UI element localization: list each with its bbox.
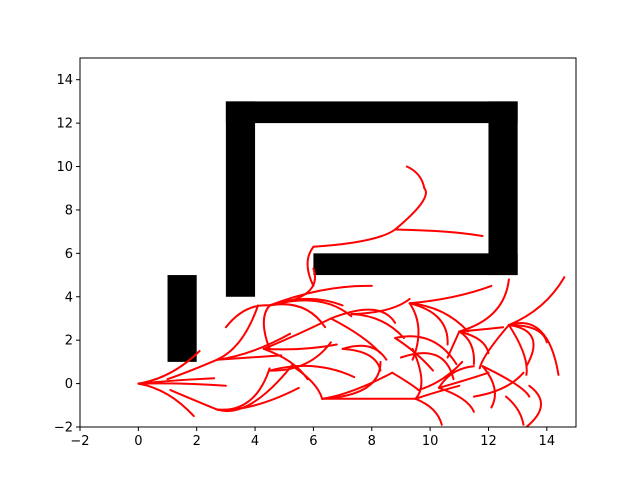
x-tick-label: −2 bbox=[70, 434, 89, 449]
tree-edge-64 bbox=[478, 324, 510, 370]
tree-edge-40 bbox=[408, 284, 493, 305]
tree-edge-23 bbox=[405, 165, 426, 190]
tree-edge-38 bbox=[341, 347, 382, 372]
obstacle-4 bbox=[313, 253, 518, 276]
y-tick-label: 2 bbox=[65, 334, 73, 349]
tree-edge-33 bbox=[329, 308, 397, 324]
tree-edge-37 bbox=[341, 344, 388, 361]
tree-edge-8 bbox=[216, 363, 294, 412]
tree-edge-28 bbox=[268, 341, 332, 372]
y-tick-label: 10 bbox=[56, 160, 73, 175]
tree-edge-27 bbox=[268, 364, 356, 379]
y-tick-label: −2 bbox=[54, 421, 73, 436]
tree-edge-18 bbox=[268, 267, 316, 307]
tree-edge-3 bbox=[137, 382, 195, 418]
tree-edge-51 bbox=[437, 371, 490, 389]
tree-edge-49 bbox=[391, 371, 420, 392]
x-tick-label: 4 bbox=[251, 434, 259, 449]
tree-edge-67 bbox=[525, 384, 542, 427]
tree-edge-53 bbox=[437, 386, 475, 413]
obstacle-1 bbox=[225, 101, 256, 297]
x-tick-label: 12 bbox=[480, 434, 497, 449]
tree-edge-66 bbox=[481, 365, 496, 409]
tree-edge-50 bbox=[417, 360, 464, 392]
tree-edge-20 bbox=[312, 228, 397, 248]
tree-edge-63 bbox=[507, 324, 528, 376]
tree-edge-56 bbox=[458, 330, 475, 366]
tree-edge-24 bbox=[262, 317, 332, 350]
obstacle-0 bbox=[167, 275, 197, 362]
tree-edge-2 bbox=[137, 382, 227, 387]
tree-edge-15 bbox=[224, 304, 271, 329]
x-tick-label: 0 bbox=[134, 434, 142, 449]
tree-edge-31 bbox=[294, 367, 324, 400]
tree-edge-22 bbox=[394, 187, 427, 231]
tree-edge-58 bbox=[458, 278, 510, 333]
tree-edge-60 bbox=[507, 322, 560, 376]
y-tick-label: 8 bbox=[65, 203, 73, 218]
y-tick-label: 12 bbox=[56, 117, 73, 132]
tree-edge-25 bbox=[262, 343, 338, 351]
tree-edge-69 bbox=[472, 371, 525, 398]
tree-edge-16 bbox=[268, 284, 373, 307]
tree-edge-61 bbox=[507, 276, 566, 326]
tree-edge-9 bbox=[216, 367, 271, 411]
y-tick-label: 0 bbox=[65, 377, 73, 392]
x-axis-ticks: −2 0 2 4 6 8 10 12 14 bbox=[70, 427, 555, 449]
tree-edge-11 bbox=[169, 389, 219, 411]
tree-edge-68 bbox=[505, 395, 525, 426]
tree-edge-65 bbox=[481, 365, 531, 398]
y-tick-label: 6 bbox=[65, 247, 73, 262]
tree-edge-41 bbox=[408, 302, 449, 346]
tree-edge-5 bbox=[216, 332, 292, 361]
tree-edge-10 bbox=[166, 358, 219, 381]
tree-edge-6 bbox=[216, 304, 259, 361]
tree-edge-32 bbox=[321, 371, 394, 400]
obstacle-layer bbox=[167, 101, 518, 362]
x-tick-label: 14 bbox=[539, 434, 556, 449]
tree-edges bbox=[137, 165, 566, 427]
tree-edge-14 bbox=[262, 304, 271, 350]
tree-edge-19 bbox=[306, 245, 315, 287]
obstacle-2 bbox=[225, 101, 518, 124]
y-axis-ticks: −2 0 2 4 6 8 10 12 14 bbox=[54, 73, 80, 436]
x-tick-label: 8 bbox=[368, 434, 376, 449]
tree-edge-47 bbox=[414, 397, 443, 426]
x-tick-label: 10 bbox=[422, 434, 439, 449]
y-tick-label: 4 bbox=[65, 290, 73, 305]
tree-edge-36 bbox=[350, 297, 411, 316]
tree-edge-43 bbox=[394, 335, 458, 366]
tree-edge-46 bbox=[414, 384, 461, 400]
tree-edge-52 bbox=[437, 365, 475, 389]
obstacle-3 bbox=[488, 101, 518, 276]
y-tick-label: 14 bbox=[56, 73, 73, 88]
tree-edge-21 bbox=[394, 228, 484, 237]
x-tick-label: 2 bbox=[193, 434, 201, 449]
axes-frame bbox=[79, 57, 577, 428]
tree-edge-62 bbox=[507, 324, 535, 368]
tree-edge-48 bbox=[411, 347, 423, 400]
tree-edge-57 bbox=[446, 330, 461, 359]
x-tick-label: 6 bbox=[309, 434, 317, 449]
